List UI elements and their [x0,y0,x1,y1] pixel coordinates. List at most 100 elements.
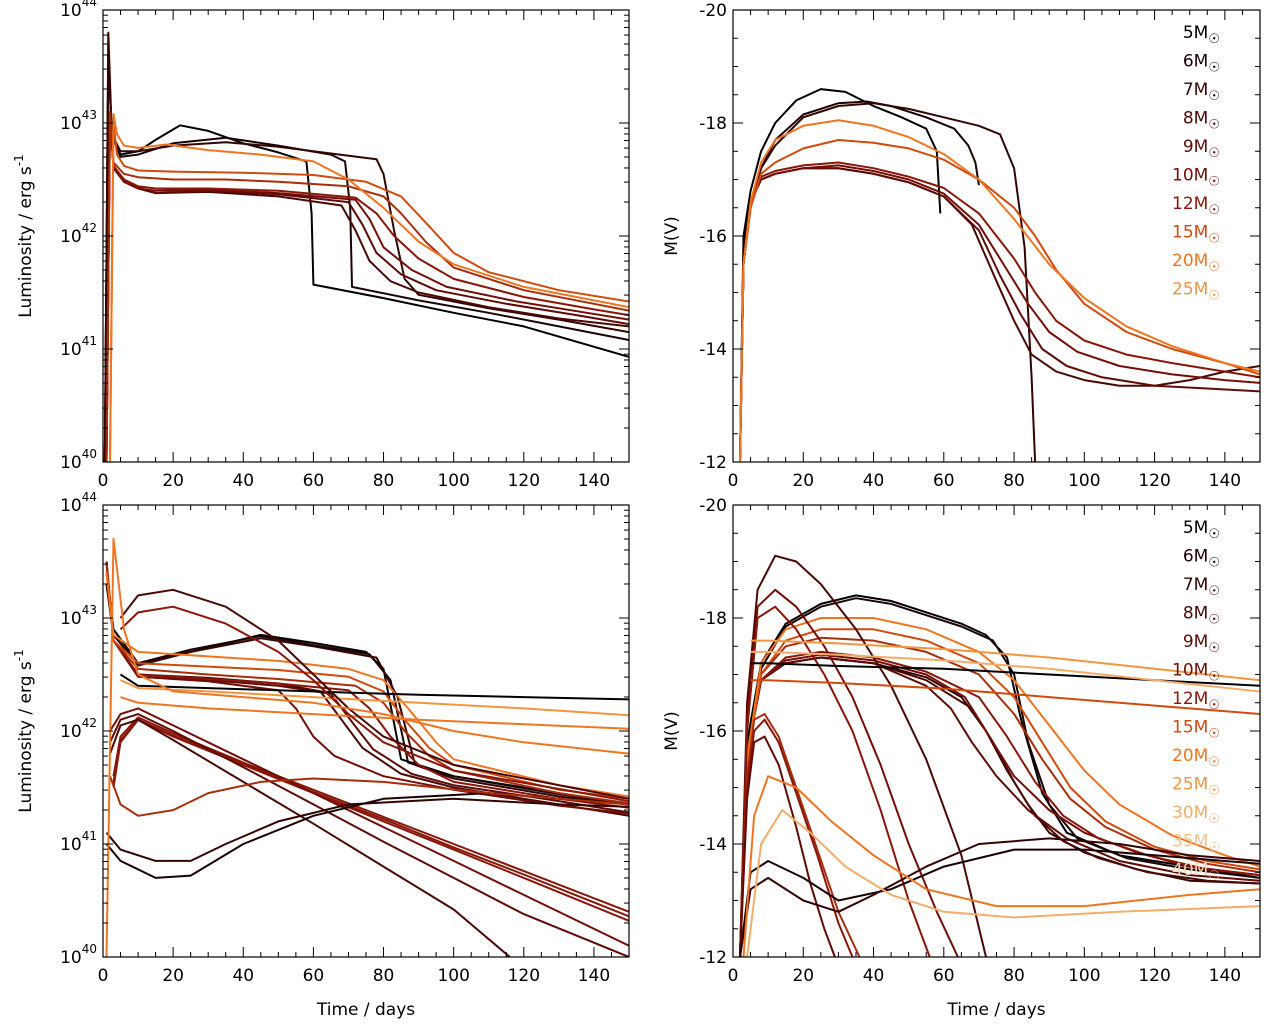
legend-label: 25M [1172,280,1208,300]
legend-item: 20M☉ [1172,251,1220,275]
y-axis-label-superscript: -1 [12,154,26,166]
series-line-17 [105,792,629,879]
series-line-2 [103,31,629,462]
y-tick-exponent: 40 [82,447,97,461]
y-tick-exponent: 42 [82,716,97,730]
legend-label: 6M [1183,52,1208,72]
y-tick-label: -14 [699,835,727,855]
legend-item: 9M☉ [1183,137,1220,161]
x-tick-label: 100 [437,966,469,986]
y-tick-label: -16 [699,722,727,742]
legend-sun-symbol: ☉ [1208,289,1220,304]
y-tick-label: -18 [699,114,727,134]
legend-label: 25M [1172,775,1208,795]
series-line-7 [105,110,629,462]
x-tick-label: 80 [373,966,395,986]
legend-item: 40M☉ [1172,860,1220,884]
y-tick-base: 10 [60,114,82,134]
y-tick-base: 10 [60,609,82,629]
y-tick-base: 10 [60,227,82,247]
y-tick-label: 1041 [60,334,97,360]
legend-sun-symbol: ☉ [1208,556,1220,571]
series-line-6 [105,110,629,462]
y-tick-base: 10 [60,1,82,21]
series-line-0 [739,88,942,462]
x-tick-label: 60 [303,471,325,491]
legend-label: 20M [1172,746,1208,766]
x-tick-label: 0 [728,966,739,986]
series-line-7 [739,636,1260,957]
legend-item: 8M☉ [1183,109,1220,133]
legend-sun-symbol: ☉ [1208,812,1220,827]
y-tick-base: 10 [60,496,82,516]
legend-sun-symbol: ☉ [1208,670,1220,685]
x-tick-label: 120 [1138,966,1170,986]
x-tick-label: 60 [933,471,955,491]
series-line-1 [103,54,629,462]
y-tick-label: 1042 [60,221,97,247]
legend-label: 9M [1183,137,1208,157]
x-tick-label: 120 [1138,471,1170,491]
series-line-14 [109,713,629,957]
series-line-9 [109,113,629,462]
x-tick-label: 40 [232,471,254,491]
series-line-8 [739,119,1260,462]
series-line-7 [739,139,1260,462]
y-tick-exponent: 40 [82,942,97,956]
legend-item: 15M☉ [1172,223,1220,247]
legend-label: 30M [1172,803,1208,823]
series-line-15 [739,735,836,957]
series-line-24 [105,537,629,957]
series-line-1 [739,100,980,462]
y-tick-exponent: 41 [82,334,97,348]
series-line-20 [120,679,629,717]
legend-label: 8M [1183,109,1208,129]
legend-item: 30M☉ [1172,803,1220,827]
x-tick-label: 60 [303,966,325,986]
legend-sun-symbol: ☉ [1208,89,1220,104]
y-axis-label: M(V) [662,711,682,751]
y-tick-exponent: 44 [82,490,97,504]
plot-frame [102,9,630,463]
legend-label: 6M [1183,547,1208,567]
legend-sun-symbol: ☉ [1208,175,1220,190]
y-tick-label: 1044 [60,0,97,21]
x-tick-label: 140 [578,966,610,986]
y-tick-label: -16 [699,227,727,247]
y-tick-label: 1042 [60,716,97,742]
y-axis-label-superscript: -1 [12,649,26,661]
y-tick-exponent: 43 [82,108,97,122]
legend-label: 5M [1183,23,1208,43]
x-tick-label: 40 [863,471,885,491]
x-tick-label: 60 [933,966,955,986]
x-tick-label: 40 [863,966,885,986]
legend-item: 20M☉ [1172,746,1220,770]
series-line-11 [739,588,959,957]
x-tick-label: 20 [792,471,814,491]
x-tick-label: 80 [1003,471,1025,491]
legend-sun-symbol: ☉ [1208,32,1220,47]
x-tick-label: 120 [508,471,540,491]
y-tick-label: 1040 [60,447,97,473]
x-tick-label: 140 [578,471,610,491]
y-axis-label: M(V) [662,216,682,256]
series-line-12 [739,605,931,957]
legend-label: 20M [1172,251,1208,271]
legend-item: 15M☉ [1172,718,1220,742]
series-line-13 [739,713,861,957]
series-line-8 [105,572,629,800]
legend-item: 9M☉ [1183,632,1220,656]
legend-item: 8M☉ [1183,604,1220,628]
legend-item: 12M☉ [1172,194,1220,218]
legend-sun-symbol: ☉ [1208,584,1220,599]
panel-bottom-right-magnitude: 0 20 40 60 80 100 120 140 -20 -18 -16 -14 -12 M(V) Tim… [662,496,1261,1020]
legend-label: 9M [1183,632,1208,652]
legend-label: 15M [1172,223,1208,243]
y-tick-base: 10 [60,340,82,360]
legend-item: 5M☉ [1183,518,1220,542]
series-line-21 [120,696,629,730]
legend-item: 25M☉ [1172,775,1220,799]
series-line-6 [739,650,1260,957]
legend-sun-symbol: ☉ [1208,61,1220,76]
